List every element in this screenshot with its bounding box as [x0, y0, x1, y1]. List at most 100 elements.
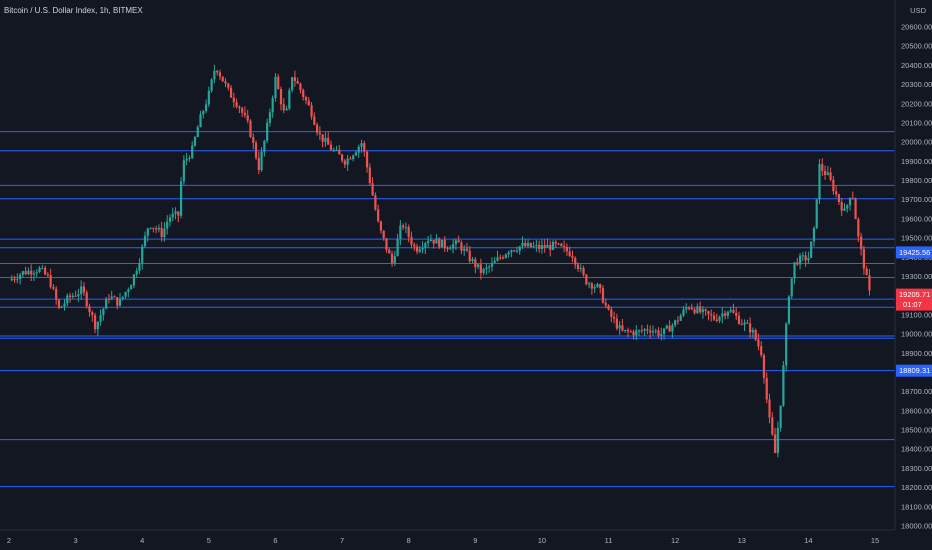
- price-tick-label: 20600.00: [901, 23, 932, 32]
- candle-body: [338, 149, 341, 155]
- candle-body: [721, 313, 724, 317]
- candle-body: [493, 260, 496, 263]
- candle-body: [105, 298, 108, 309]
- candle-body: [238, 106, 241, 109]
- price-tick-label: 18200.00: [901, 483, 932, 492]
- candle-body: [640, 330, 643, 332]
- symbol-title[interactable]: Bitcoin / U.S. Dollar Index, 1h, BITMEX: [4, 6, 143, 15]
- candle-body: [396, 238, 399, 257]
- candle-body: [629, 331, 632, 333]
- candle-body: [563, 246, 566, 248]
- candle-body: [515, 250, 519, 252]
- candle-body: [507, 252, 510, 255]
- candle-body: [218, 72, 222, 77]
- price-tick-label: 19500.00: [901, 234, 932, 243]
- price-tick-label: 19300.00: [901, 272, 932, 281]
- candle-body: [682, 309, 685, 316]
- candle-body: [354, 152, 358, 156]
- candle-body: [19, 274, 22, 280]
- candle-body: [235, 102, 238, 107]
- candle-body: [68, 295, 72, 298]
- candle-body: [418, 249, 421, 252]
- candle-body: [821, 164, 824, 171]
- candle-body: [482, 269, 485, 273]
- candle-body: [415, 246, 419, 252]
- candle-body: [510, 250, 513, 253]
- candle-body: [760, 346, 763, 356]
- candle-body: [227, 83, 230, 88]
- candle-body: [30, 270, 33, 275]
- last-price-tag: [896, 288, 932, 311]
- candle-body: [718, 316, 721, 321]
- candle-body: [35, 272, 38, 274]
- candle-body: [868, 275, 871, 291]
- candle-body: [85, 292, 88, 307]
- candle-body: [615, 318, 618, 329]
- last-price-text: 19205.71: [899, 290, 930, 299]
- candle-countdown-text: 01:07: [903, 300, 922, 309]
- candle-body: [318, 132, 321, 135]
- candle-body: [24, 271, 27, 275]
- candle-body: [818, 164, 821, 200]
- candle-body: [538, 244, 541, 249]
- candle-body: [46, 274, 49, 276]
- candle-body: [285, 108, 288, 111]
- candle-body: [413, 244, 416, 247]
- candle-body: [468, 250, 471, 262]
- candle-body: [674, 320, 677, 326]
- candle-body: [449, 248, 452, 250]
- candle-body: [13, 278, 16, 280]
- candle-body: [377, 209, 380, 222]
- candle-body: [668, 325, 671, 332]
- candle-body: [307, 100, 310, 106]
- candle-body: [679, 315, 682, 321]
- price-tick-label: 20100.00: [901, 118, 932, 127]
- candle-body: [771, 417, 774, 435]
- candle-body: [790, 278, 793, 297]
- candle-body: [862, 249, 865, 269]
- candle-body: [291, 77, 294, 91]
- candle-body: [443, 239, 446, 248]
- candle-body: [363, 143, 366, 152]
- time-tick-label: 8: [407, 536, 411, 545]
- candle-body: [138, 263, 141, 271]
- candle-body: [452, 244, 455, 249]
- candle-body: [232, 97, 235, 103]
- candle-body: [810, 241, 813, 258]
- candle-body: [571, 255, 574, 258]
- currency-label: USD: [910, 6, 926, 15]
- candle-body: [715, 319, 718, 321]
- candle-body: [604, 302, 607, 306]
- candle-body: [835, 191, 838, 195]
- candle-body: [754, 330, 757, 340]
- candle-body: [66, 295, 69, 304]
- candle-body: [374, 195, 377, 210]
- candle-body: [102, 308, 105, 316]
- candle-body: [610, 309, 613, 317]
- candle-body: [243, 112, 247, 116]
- price-tick-label: 18100.00: [901, 502, 932, 511]
- candle-body: [857, 219, 860, 237]
- price-tick-label: 20000.00: [901, 138, 932, 147]
- candle-body: [854, 198, 857, 220]
- candle-body: [424, 243, 427, 248]
- candle-body: [690, 307, 693, 310]
- candle-body: [568, 251, 571, 256]
- candle-body: [476, 264, 480, 268]
- candle-body: [402, 225, 405, 228]
- candle-body: [427, 240, 430, 244]
- candle-body: [329, 144, 333, 151]
- price-tick-label: 20300.00: [901, 80, 932, 89]
- time-tick-label: 9: [473, 536, 477, 545]
- candle-body: [796, 262, 799, 265]
- price-tick-label: 18000.00: [901, 522, 932, 531]
- candle-body: [635, 330, 638, 336]
- time-tick-label: 2: [7, 536, 11, 545]
- candle-body: [779, 405, 782, 428]
- candle-body: [632, 331, 635, 336]
- candle-body: [687, 307, 691, 309]
- candle-body: [848, 197, 852, 206]
- candle-body: [32, 273, 36, 275]
- time-tick-label: 4: [140, 536, 144, 545]
